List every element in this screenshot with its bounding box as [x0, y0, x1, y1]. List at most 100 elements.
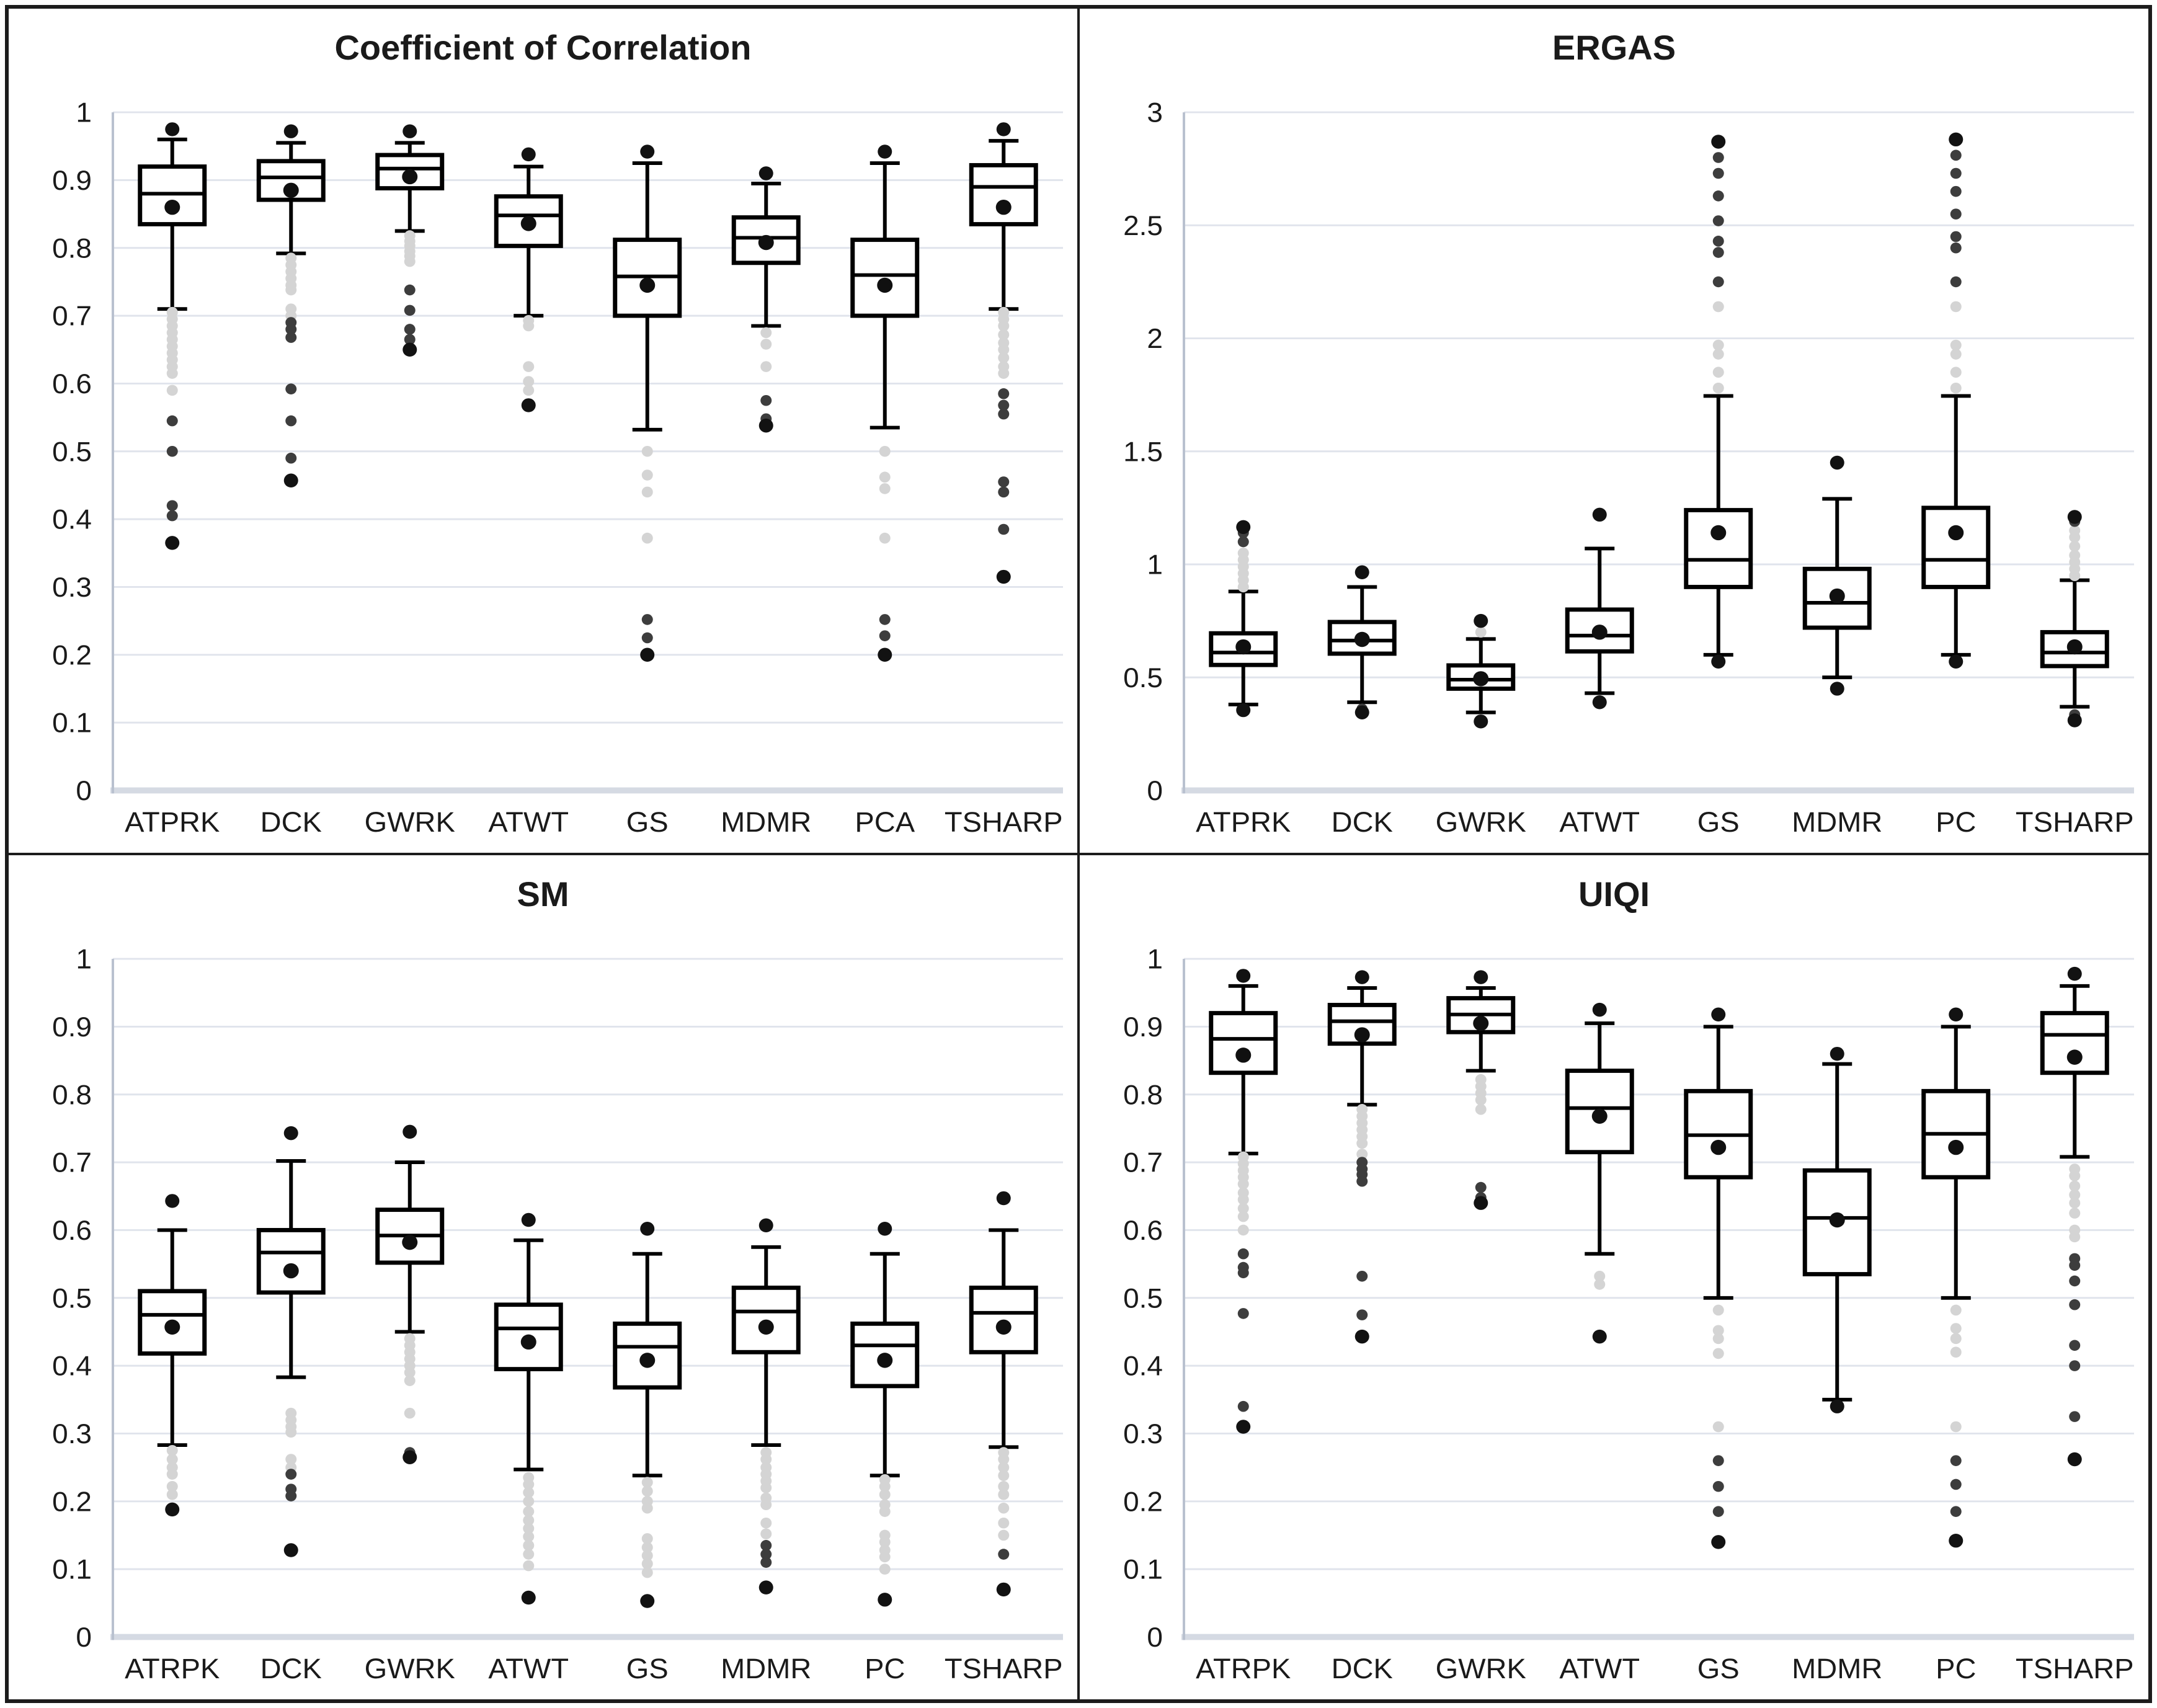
outlier-dot-gray [1950, 1346, 1962, 1358]
outlier-dot-gray [641, 1502, 653, 1514]
outlier-dot-dark [1712, 276, 1724, 288]
chart-title-uiqi: UIQI [1578, 874, 1650, 914]
outlier-dot-gray [285, 284, 297, 296]
extreme-dot [1236, 520, 1251, 535]
extreme-dot [1949, 654, 1964, 669]
outlier-dot-gray [404, 1367, 416, 1378]
outlier-dot-gray [998, 329, 1010, 340]
iqr-box [1327, 620, 1397, 656]
mean-dot [1354, 1027, 1370, 1043]
outlier-dot-gray [641, 1542, 653, 1553]
y-tick-label: 1 [76, 97, 92, 128]
outlier-dot-dark [1950, 242, 1962, 254]
mean-dot [1829, 1212, 1845, 1228]
extreme-dot [1711, 654, 1726, 669]
outlier-dot-dark [760, 1540, 772, 1551]
outlier-dot-dark [1237, 1400, 1249, 1412]
mean-dot [402, 1234, 418, 1250]
outlier-dot-gray [998, 1529, 1010, 1541]
outlier-dot-dark [1950, 1506, 1962, 1517]
extreme-dot [1711, 1007, 1726, 1021]
outlier-dot-dark [1712, 1455, 1724, 1466]
boxplot-canvas-ergas: 0 0.5 1 1.5 2 2.5 3 ATPRK DCK GWRK ATWT GS MDMR PC TSH… [1123, 97, 2134, 838]
outlier-dot-gray [1712, 382, 1724, 394]
outlier-dot-gray [1594, 1271, 1606, 1282]
extreme-dot [1354, 705, 1369, 719]
extreme-dot [1949, 132, 1964, 147]
extreme-dot [521, 1590, 536, 1605]
extreme-dot [640, 1222, 655, 1236]
extreme-dot [521, 1212, 536, 1227]
outlier-dot-dark [285, 324, 297, 335]
mean-dot [639, 277, 656, 293]
y-tick-label: 0.2 [52, 1486, 92, 1517]
mean-dot [1710, 1139, 1727, 1155]
x-tick-label: GWRK [365, 806, 455, 837]
mean-dot [1591, 625, 1608, 640]
outlier-dot-gray [523, 1531, 535, 1542]
x-tick-label: MDMR [1792, 806, 1882, 837]
boxplot-canvas-uiqi: 0 0.1 0.2 0.3 0.4 0.5 0.6 0.7 0.8 0.9 1 ATRPK DCK GWR… [1123, 943, 2134, 1684]
outlier-dot-gray [523, 1540, 535, 1551]
outlier-dot-gray [1950, 382, 1962, 394]
mean-dot [1948, 1139, 1964, 1155]
x-tick-label: MDMR [1792, 1652, 1882, 1684]
outlier-dot-gray [404, 1407, 416, 1419]
x-tick-label: DCK [260, 806, 322, 837]
outlier-dot-gray [1356, 1137, 1368, 1149]
outlier-dot-gray [1950, 367, 1962, 378]
y-tick-label: 0.5 [1123, 662, 1163, 693]
extreme-dot [758, 1580, 773, 1595]
y-tick-label: 0.9 [1123, 1012, 1163, 1043]
outlier-dot-dark [1950, 276, 1962, 288]
outlier-dot-gray [1950, 1304, 1962, 1316]
x-tick-label: ATWT [1559, 1652, 1640, 1684]
iqr-box [1209, 1011, 1278, 1075]
outlier-dot-gray [1712, 339, 1724, 351]
boxplot-figure: Coefficient of Correlation 0 0.1 0.2 0.3 0.4… [5, 5, 2152, 1703]
extreme-dot [2067, 713, 2082, 727]
outlier-dot-dark [998, 388, 1010, 399]
outlier-dot-gray [998, 1470, 1010, 1482]
outlier-dot-gray [1237, 547, 1249, 559]
outlier-dot-dark [404, 284, 416, 296]
outlier-dot-gray [1356, 1149, 1368, 1160]
y-tick-label: 0.6 [52, 1215, 92, 1246]
mean-dot [1829, 588, 1845, 604]
x-tick-label: ATRPK [1196, 1652, 1291, 1684]
y-tick-label: 0.7 [52, 300, 92, 331]
y-tick-label: 1 [1147, 943, 1163, 974]
mean-dot [1473, 671, 1489, 687]
outlier-dot-dark [1950, 1479, 1962, 1490]
mean-dot [995, 1319, 1012, 1335]
outlier-dot-gray [1950, 1421, 1962, 1433]
mean-dot [402, 169, 418, 185]
outlier-dot-dark [1356, 1175, 1368, 1187]
outlier-dot-gray [166, 1469, 178, 1480]
outlier-dot-dark [641, 614, 653, 625]
outlier-dot-gray [760, 1528, 772, 1540]
outlier-dot-dark [1712, 1480, 1724, 1492]
outlier-dot-gray [523, 1487, 535, 1498]
extreme-dot [996, 1582, 1011, 1597]
outlier-dot-dark [998, 408, 1010, 420]
y-tick-label: 0.3 [52, 1418, 92, 1449]
outlier-dot-dark [2069, 1360, 2081, 1371]
outlier-dot-dark [641, 632, 653, 644]
extreme-dot [1592, 507, 1607, 522]
y-tick-label: 0 [76, 1622, 92, 1653]
outlier-dot-dark [879, 614, 891, 625]
outlier-dot-dark [2069, 1411, 2081, 1422]
outlier-dot-gray [1712, 1304, 1724, 1316]
outlier-dot-gray [523, 385, 535, 396]
y-tick-label: 0.5 [1123, 1283, 1163, 1314]
outlier-dot-gray [2069, 1170, 2081, 1181]
extreme-dot [1474, 714, 1488, 729]
outlier-dot-dark [1356, 1309, 1368, 1320]
outlier-dot-gray [523, 1560, 535, 1572]
extreme-dot [1474, 1196, 1488, 1210]
x-tick-label: ATWT [488, 806, 569, 837]
y-tick-label: 0.5 [52, 436, 92, 467]
outlier-dot-gray [998, 344, 1010, 355]
y-tick-label: 0 [1147, 1622, 1163, 1653]
